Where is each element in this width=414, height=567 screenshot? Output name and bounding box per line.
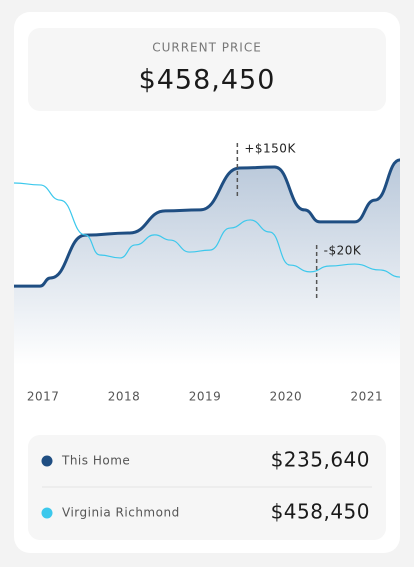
x-tick-label: 2018 <box>108 390 141 404</box>
series-line <box>14 158 401 288</box>
legend-value: $458,450 <box>271 500 370 524</box>
legend-label: This Home <box>61 454 130 468</box>
x-tick-label: 2017 <box>27 390 60 404</box>
price-label: CURRENT PRICE <box>152 41 262 55</box>
annotation: -$20K <box>324 243 362 257</box>
annotation: +$150K <box>244 142 296 156</box>
plot: +$150K -$20K <box>13 142 401 365</box>
x-tick-label: 2019 <box>189 390 222 404</box>
legend-value: $235,640 <box>271 448 370 472</box>
legend-dot <box>41 507 53 519</box>
price-value: $458,450 <box>139 65 276 96</box>
legend-dot <box>41 455 53 467</box>
series-line <box>13 182 401 278</box>
price-box <box>28 28 386 111</box>
x-tick-label: 2021 <box>351 390 384 404</box>
legend-label: Virginia Richmond <box>62 506 180 520</box>
x-tick-label: 2020 <box>270 390 303 404</box>
